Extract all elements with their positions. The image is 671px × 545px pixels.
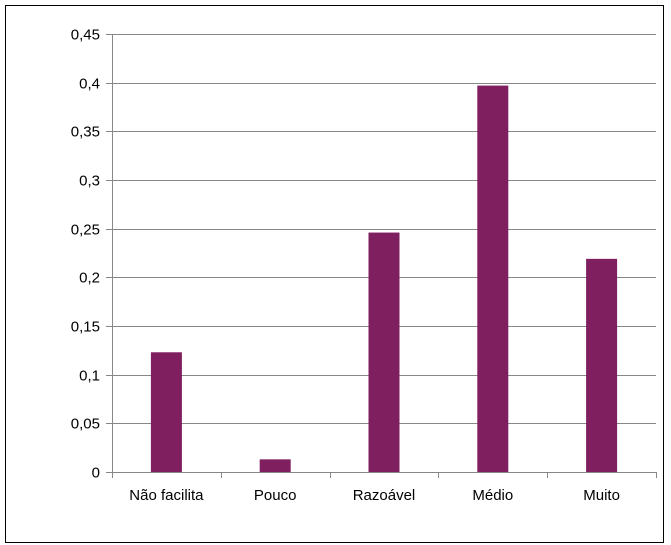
chart-frame — [5, 5, 664, 543]
x-category-label: Muito — [583, 487, 620, 504]
y-tick-label: 0 — [92, 465, 100, 482]
bar — [259, 459, 291, 472]
y-tick-label: 0,3 — [79, 173, 100, 190]
bar — [150, 352, 182, 472]
y-tick-label: 0,45 — [71, 27, 100, 44]
x-category-label: Razoável — [353, 487, 416, 504]
x-category-label: Pouco — [254, 487, 297, 504]
y-tick-labels: 0 0,05 0,1 0,15 0,2 0,25 0,3 0,35 0,4 0,45 — [71, 27, 100, 482]
y-axis — [106, 34, 113, 473]
bar — [477, 85, 509, 472]
y-tick-label: 0,25 — [71, 222, 100, 239]
x-tick-labels: Não facilita Pouco Razoável Médio Muito — [129, 487, 620, 504]
gridlines — [112, 34, 656, 424]
bars — [150, 85, 618, 472]
x-category-label: Médio — [472, 487, 513, 504]
y-tick-label: 0,15 — [71, 319, 100, 336]
x-category-label: Não facilita — [129, 487, 204, 504]
y-tick-label: 0,4 — [79, 76, 100, 93]
x-axis — [112, 472, 657, 478]
bar — [368, 232, 400, 472]
bar — [586, 258, 618, 472]
y-tick-label: 0,05 — [71, 416, 100, 433]
y-tick-label: 0,2 — [79, 270, 100, 287]
y-tick-label: 0,35 — [71, 124, 100, 141]
y-tick-label: 0,1 — [79, 368, 100, 385]
